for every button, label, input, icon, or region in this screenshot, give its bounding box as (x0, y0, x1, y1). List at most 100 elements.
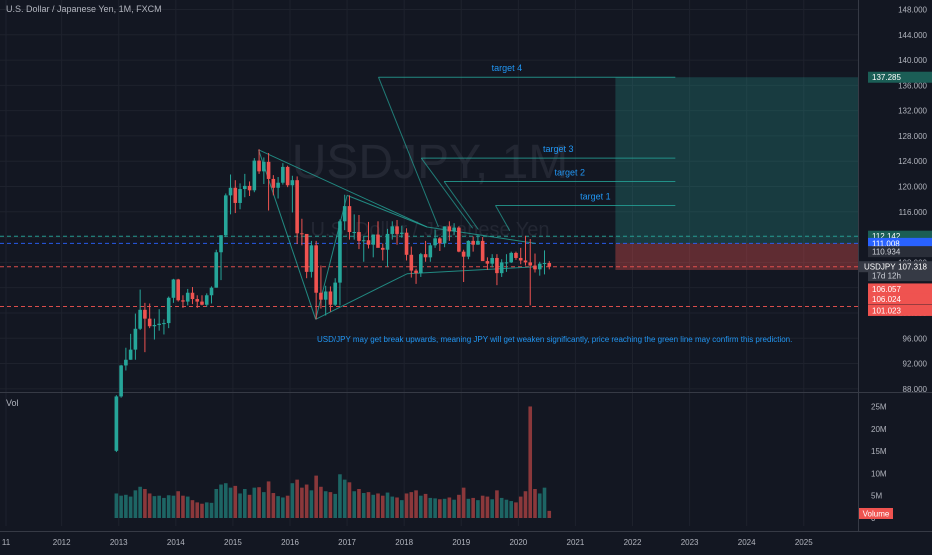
volume-bar (133, 490, 138, 518)
candle-body (304, 233, 309, 272)
volume-bar (257, 487, 261, 518)
price-axis-tick: 140.000 (898, 56, 927, 65)
volume-bar (166, 495, 171, 518)
last-price-label-box (859, 261, 932, 273)
volume-bar (338, 474, 342, 518)
volume-axis-tick: 15M (871, 447, 887, 456)
volume-bar (409, 492, 414, 518)
candle-body (366, 240, 371, 245)
volume-bar (371, 494, 376, 518)
time-axis-tick: 2020 (509, 538, 527, 547)
candle-body (162, 323, 166, 325)
candle-body (461, 251, 466, 257)
volume-bar (285, 495, 290, 518)
candle-body (328, 291, 333, 305)
volume-bar (304, 484, 309, 518)
volume-bar (518, 496, 523, 518)
candle-body (438, 238, 442, 244)
volume-bar (181, 495, 185, 518)
price-label: 17d 12h (872, 272, 901, 281)
volume-bar (457, 494, 461, 518)
candle-body (414, 270, 418, 274)
volume-bar (495, 490, 499, 518)
volume-bar (509, 501, 514, 518)
candle-body (333, 282, 337, 305)
volume-bar (380, 495, 385, 518)
candle-body (152, 324, 157, 327)
candle-body (166, 297, 171, 324)
volume-bar (357, 489, 361, 518)
volume-bar (138, 486, 142, 518)
candle-body (542, 263, 547, 265)
price-axis-tick: 96.000 (903, 334, 928, 343)
candle-body (228, 187, 233, 196)
candle-body (547, 263, 552, 267)
volume-bar (119, 495, 123, 518)
candle-body (252, 160, 257, 191)
volume-bar (314, 475, 318, 518)
candle-body (471, 240, 475, 245)
candle-body (195, 299, 200, 302)
candle-body (485, 261, 490, 264)
candle-body (342, 206, 347, 222)
volume-bar (476, 500, 480, 518)
volume-bar (209, 502, 214, 518)
candle-body (185, 292, 190, 302)
triangle-trendline (346, 194, 428, 228)
volume-bar (433, 498, 437, 518)
volume-bar (200, 503, 204, 518)
last-price-symbol: USDJPY (864, 263, 896, 272)
volume-bar (452, 499, 456, 518)
candle-body (247, 185, 252, 191)
volume-bar (419, 495, 423, 518)
volume-bar (124, 494, 128, 518)
candle-body (447, 226, 452, 232)
price-axis-tick: 116.000 (899, 208, 928, 217)
candle-body (266, 161, 271, 179)
candle-body (385, 233, 390, 250)
triangle-trendline (406, 266, 536, 275)
volume-bar (547, 510, 552, 518)
candle-body (361, 240, 366, 242)
candle-body (452, 227, 456, 232)
price-axis-tick: 136.000 (898, 81, 927, 90)
candle-body (533, 265, 537, 270)
volume-pane-label: Vol (6, 398, 19, 408)
volume-bar (342, 479, 347, 518)
volume-bar (485, 496, 490, 518)
volume-bar (366, 492, 371, 518)
volume-bar (262, 492, 266, 518)
candle-body (476, 240, 480, 245)
price-label: 110.934 (872, 248, 901, 257)
candle-body (509, 252, 514, 263)
volume-axis-tick: 10M (871, 469, 887, 478)
price-label-box (868, 293, 932, 305)
candle-body (323, 291, 328, 300)
time-axis-tick: 2021 (567, 538, 585, 547)
watermark-name: U.S. Dollar / Japanese Yen (310, 219, 549, 241)
candle-body (523, 260, 528, 263)
volume-bar (347, 482, 352, 518)
volume-bar (523, 491, 528, 518)
candle-body (537, 263, 542, 270)
candle-body (281, 166, 285, 183)
watermark-symbol: USDJPY, 1M (292, 136, 569, 189)
volume-bar (399, 500, 404, 518)
price-label-box (868, 246, 932, 258)
price-label: 101.023 (872, 306, 901, 315)
candle-body (147, 318, 152, 327)
volume-bar (128, 496, 133, 518)
price-label-box (868, 71, 932, 83)
candle-body (124, 359, 128, 366)
candle-body (419, 254, 423, 274)
volume-bar (442, 498, 447, 518)
time-axis-tick: 11 (2, 538, 11, 547)
candle-body (204, 295, 209, 305)
volume-bar (219, 484, 223, 518)
volume-bar (328, 492, 333, 518)
target-label: target 1 (580, 191, 611, 201)
time-axis-tick: 2013 (110, 538, 128, 547)
